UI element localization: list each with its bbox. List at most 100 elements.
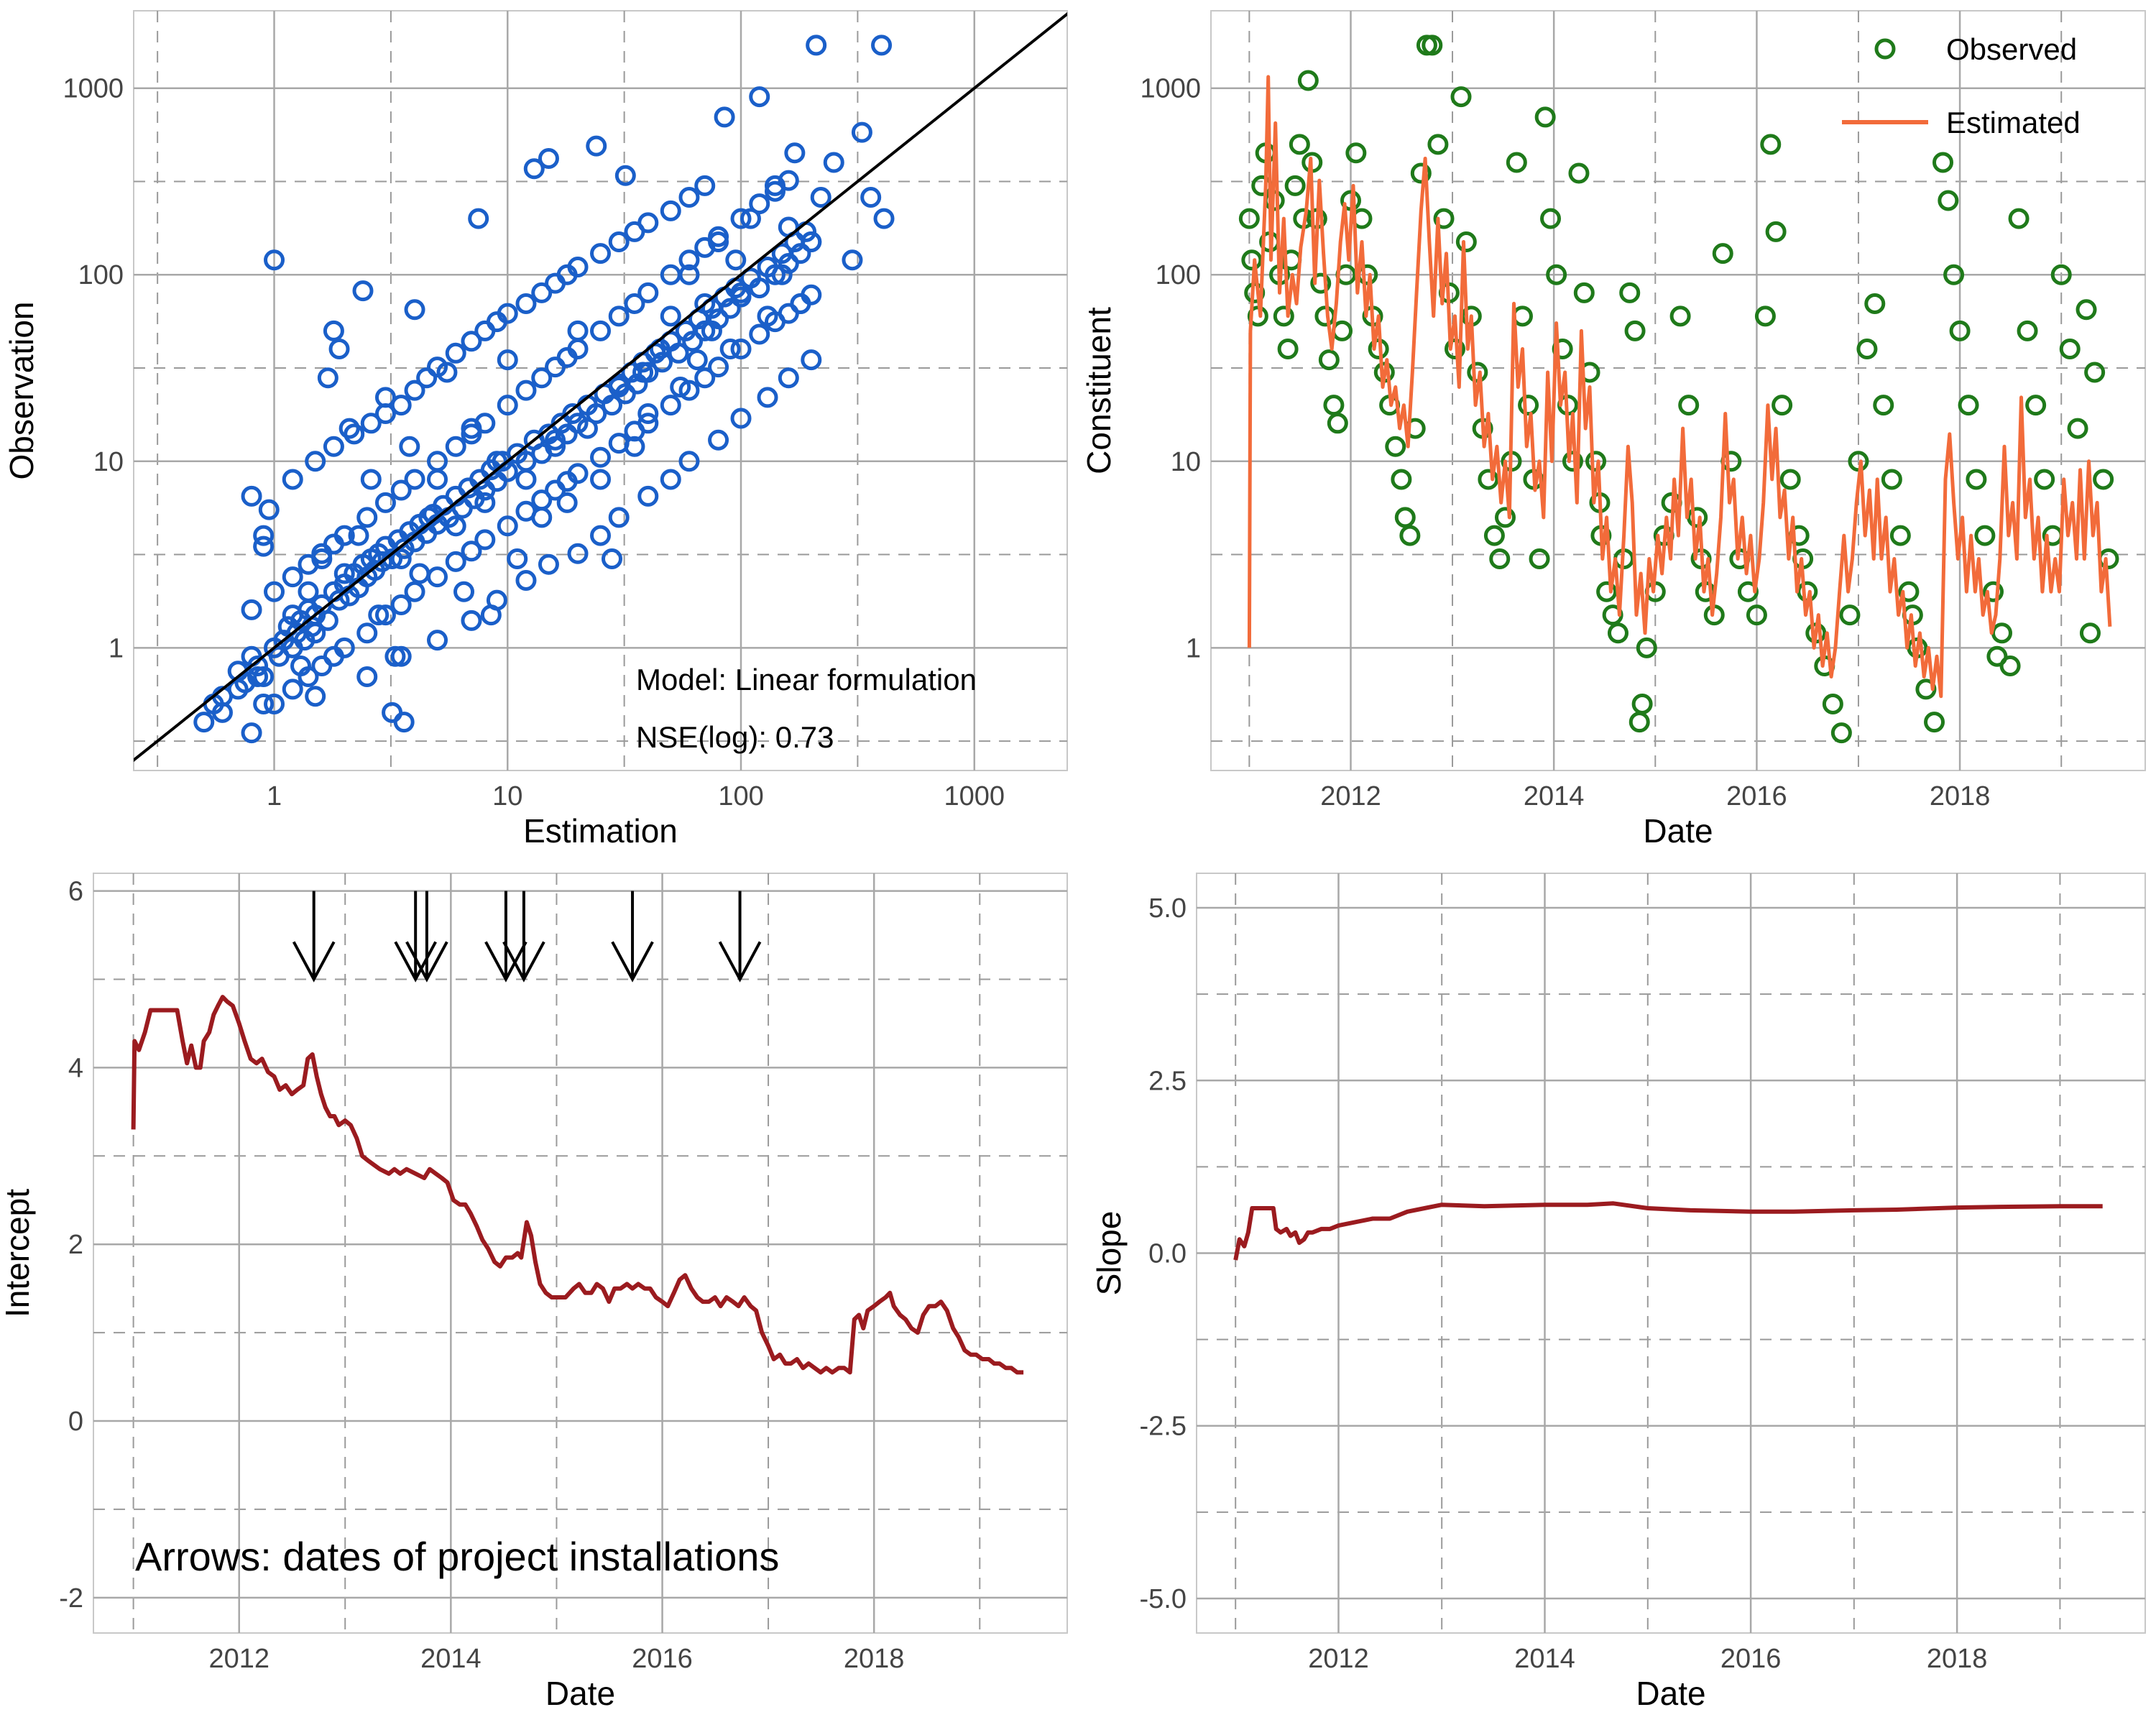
observed-point	[1489, 548, 1511, 569]
scatter-point	[678, 451, 700, 472]
observed-point	[1839, 604, 1861, 626]
scatter-point	[497, 515, 518, 537]
scatter-point	[399, 436, 420, 457]
timeseries-legend: Observed Estimated	[1842, 32, 2081, 139]
scatter-point	[247, 655, 269, 676]
scatter-point	[507, 548, 528, 569]
scatter-point	[474, 413, 496, 434]
observed-point	[1506, 152, 1527, 173]
intercept-y-tick-label: 2	[68, 1230, 83, 1260]
scatter-point	[298, 666, 319, 688]
observed-point	[1856, 339, 1878, 360]
timeseries-tick-labels: 2012 2014 2016 2018 1 10 100 1000	[1140, 74, 1990, 811]
intercept-x-tick-label: 2014	[420, 1644, 482, 1674]
scatter-point	[694, 320, 716, 341]
timeseries-y-axis-title: Constituent	[1080, 307, 1118, 474]
observed-point	[1712, 243, 1733, 264]
scatter-point	[368, 604, 390, 626]
scatter-point	[538, 147, 559, 169]
scatter-point	[801, 284, 822, 305]
observed-point	[1938, 190, 1959, 211]
scatter-point	[719, 339, 741, 360]
observed-point	[1385, 436, 1406, 457]
observed-point	[2017, 320, 2038, 341]
scatter-x-tick-label: 1	[267, 781, 282, 811]
slope-line	[1233, 1201, 2103, 1261]
scatter-point	[714, 106, 735, 128]
scatter-point	[871, 34, 893, 56]
scatter-point	[241, 599, 262, 620]
slope-y-tick-label: 5.0	[1148, 893, 1187, 924]
intercept-y-tick-label: 6	[68, 877, 83, 907]
observed-point	[1746, 604, 1767, 626]
scatter-point	[344, 423, 365, 445]
observed-point	[1277, 339, 1299, 360]
observed-point	[1881, 469, 1902, 490]
scatter-x-tick-label: 10	[492, 781, 522, 811]
scatter-point	[778, 170, 799, 191]
scatter-point	[305, 451, 326, 472]
intercept-x-tick-label: 2012	[208, 1644, 270, 1674]
observed-point	[1289, 134, 1310, 155]
timeseries-y-tick-label: 1000	[1140, 74, 1201, 104]
scatter-points	[193, 34, 895, 744]
scatter-point	[264, 581, 285, 602]
observed-point	[1394, 507, 1416, 528]
slope-tick-labels: 2012 2014 2016 2018 -5.0 -2.5 0.0 2.5 5.0	[1140, 893, 1988, 1674]
scatter-point	[461, 610, 482, 631]
scatter-point	[298, 553, 319, 575]
scatter-point	[764, 264, 786, 285]
scatter-x-tick-label: 100	[718, 781, 763, 811]
intercept-tick-labels: 2012 2014 2016 2018 -2 0 2 4 6	[59, 877, 904, 1674]
scatter-x-tick-label: 1000	[944, 781, 1005, 811]
scatter-point	[686, 349, 708, 371]
observed-point	[2059, 339, 2081, 360]
observed-point	[1433, 208, 1455, 229]
scatter-point	[374, 492, 396, 513]
observed-point	[1345, 142, 1367, 164]
scatter-point	[390, 479, 412, 501]
scatter-point	[356, 622, 378, 644]
scatter-point	[851, 121, 872, 143]
slope-x-tick-label: 2018	[1927, 1644, 1988, 1674]
observed-point	[1450, 86, 1472, 108]
scatter-point	[637, 362, 659, 383]
scatter-point	[764, 180, 786, 202]
scatter-point	[749, 323, 770, 345]
legend-observed-label: Observed	[1946, 32, 2077, 66]
observed-point	[2025, 395, 2047, 416]
scatter-point	[497, 349, 518, 371]
scatter-point	[740, 208, 761, 229]
scatter-point	[390, 548, 412, 569]
estimated-line	[1247, 75, 2112, 699]
scatter-point	[608, 433, 630, 454]
scatter-point	[348, 525, 369, 546]
observed-point	[1241, 249, 1263, 271]
panel-intercept: 2012 2014 2016 2018 -2 0 2 4 6 Date Intercept Arrow…	[0, 873, 1068, 1712]
scatter-point	[531, 367, 553, 389]
scatter-point	[282, 469, 303, 490]
scatter-y-tick-label: 1000	[63, 74, 124, 104]
scatter-point	[323, 436, 344, 457]
observed-point	[1760, 134, 1782, 155]
scatter-point	[445, 436, 466, 457]
scatter-point	[730, 408, 752, 429]
arrows-annotation: Arrows: dates of project installations	[135, 1534, 779, 1579]
observed-point	[2008, 208, 2030, 229]
scatter-point	[515, 293, 537, 314]
observed-point	[1318, 349, 1340, 371]
scatter-point	[637, 282, 659, 303]
installation-arrows	[292, 891, 762, 983]
scatter-point	[590, 243, 611, 264]
scatter-point	[556, 492, 578, 513]
model-annotation: Model: Linear formulation	[636, 663, 977, 696]
scatter-point	[360, 413, 382, 434]
observed-point	[1932, 152, 1954, 173]
observed-point	[1602, 604, 1623, 626]
scatter-point	[427, 451, 448, 472]
slope-y-axis-title: Slope	[1090, 1211, 1128, 1296]
scatter-point	[660, 469, 681, 490]
scatter-point	[873, 208, 895, 229]
observed-point	[1391, 469, 1412, 490]
one-to-one-line	[134, 12, 1067, 763]
